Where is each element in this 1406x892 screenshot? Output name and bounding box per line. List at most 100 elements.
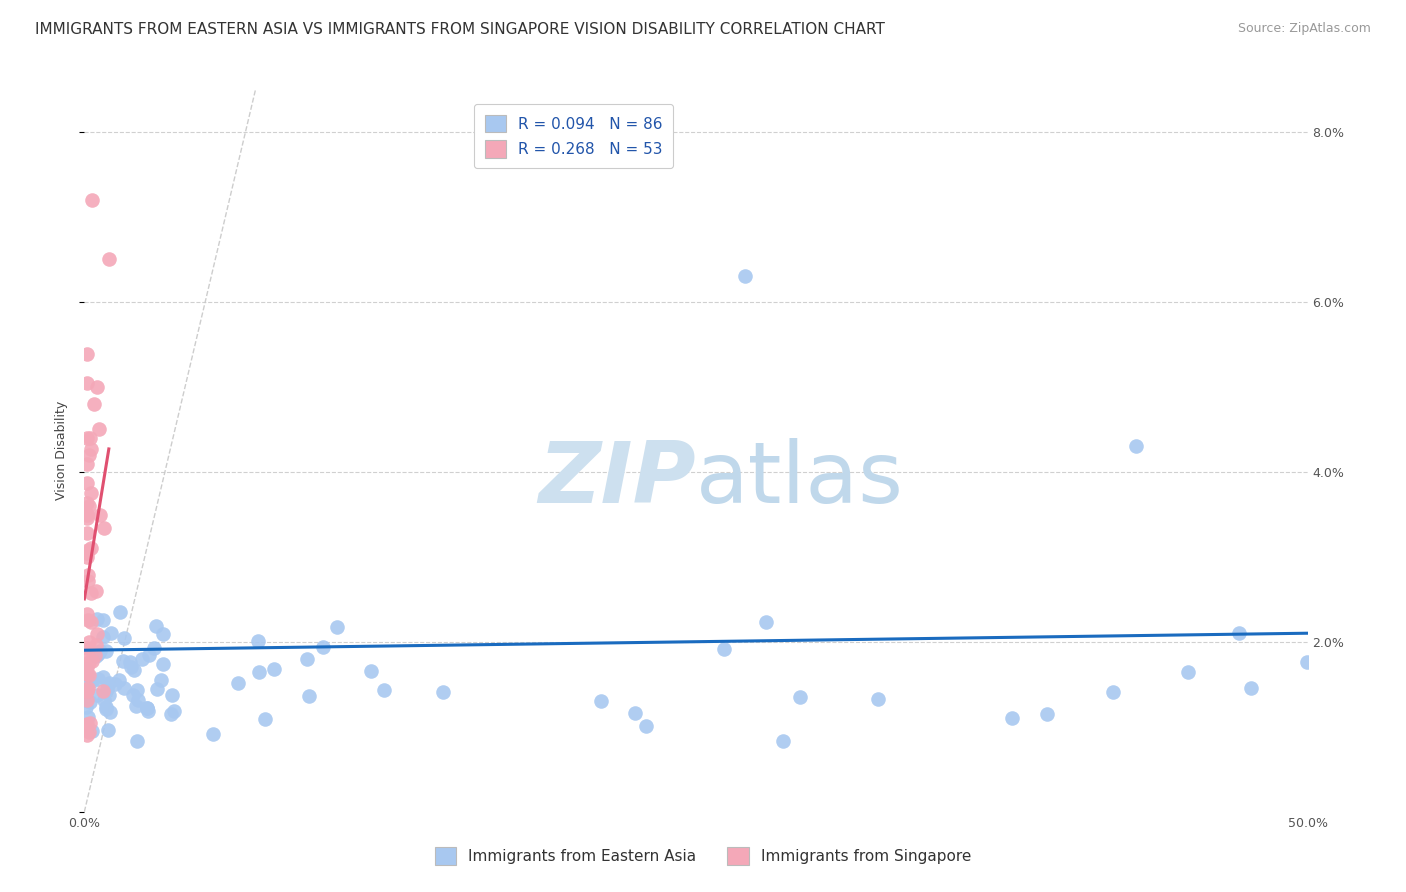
Point [76,613,98,627]
Point [77,543,100,558]
Point [146,681,169,696]
Point [1001,711,1024,725]
Point [97,252,120,267]
Point [76,667,98,681]
Point [94,700,117,714]
Point [112,631,135,645]
Point [76,347,98,361]
Point [76,692,98,706]
Point [163,705,186,719]
Point [734,269,756,284]
Point [80,674,103,689]
Point [110,605,132,619]
Point [79,695,101,709]
Point [76,546,98,560]
Point [83,397,105,411]
Point [76,508,98,522]
Point [150,673,173,687]
Point [131,652,153,666]
Point [152,657,174,672]
Point [122,688,145,702]
Point [124,663,146,677]
Point [91,683,114,698]
Point [160,688,183,702]
Point [326,619,349,633]
Point [247,634,270,648]
Point [76,525,98,540]
Point [201,727,224,741]
Point [226,676,249,690]
Point [76,376,98,391]
Point [86,647,108,661]
Point [1177,665,1199,679]
Point [253,712,276,726]
Point [112,681,135,696]
Point [76,574,98,589]
Point [89,508,111,522]
Point [624,706,647,721]
Point [76,641,98,656]
Point [80,586,103,600]
Point [97,688,120,702]
Point [1295,655,1317,669]
Point [124,698,146,713]
Point [77,656,100,670]
Point [1125,439,1147,453]
Point [86,380,108,394]
Point [789,690,811,705]
Point [713,642,735,657]
Point [80,541,103,556]
Text: atlas: atlas [696,438,904,521]
Point [79,715,101,730]
Point [77,449,100,463]
Point [91,613,114,627]
Point [143,641,166,656]
Point [84,648,107,662]
Point [76,728,98,742]
Y-axis label: Vision Disability: Vision Disability [55,401,69,500]
Point [86,612,108,626]
Point [76,683,98,698]
Point [86,583,108,598]
Point [77,710,100,724]
Point [755,615,778,629]
Point [1101,685,1123,699]
Point [80,724,103,739]
Point [108,673,131,687]
Point [136,701,159,715]
Point [125,734,148,748]
Point [111,654,134,668]
Point [159,707,181,722]
Point [84,649,107,664]
Point [297,690,319,704]
Point [76,648,98,663]
Point [91,670,114,684]
Point [76,550,98,565]
Point [80,193,103,207]
Point [77,568,100,582]
Point [96,682,118,697]
Point [772,733,794,747]
Point [75,680,97,694]
Point [589,694,612,708]
Point [1240,681,1263,696]
Point [76,507,98,521]
Point [100,626,122,640]
Point [127,682,149,697]
Point [76,668,98,682]
Point [120,660,142,674]
Text: ZIP: ZIP [538,438,696,521]
Text: Source: ZipAtlas.com: Source: ZipAtlas.com [1237,22,1371,36]
Point [263,662,285,676]
Point [295,652,318,666]
Point [360,664,382,678]
Point [145,618,167,632]
Point [75,662,97,676]
Point [76,431,98,445]
Point [76,717,98,731]
Point [80,485,103,500]
Point [77,668,100,682]
Point [86,688,108,702]
Point [89,644,111,658]
Point [77,635,100,649]
